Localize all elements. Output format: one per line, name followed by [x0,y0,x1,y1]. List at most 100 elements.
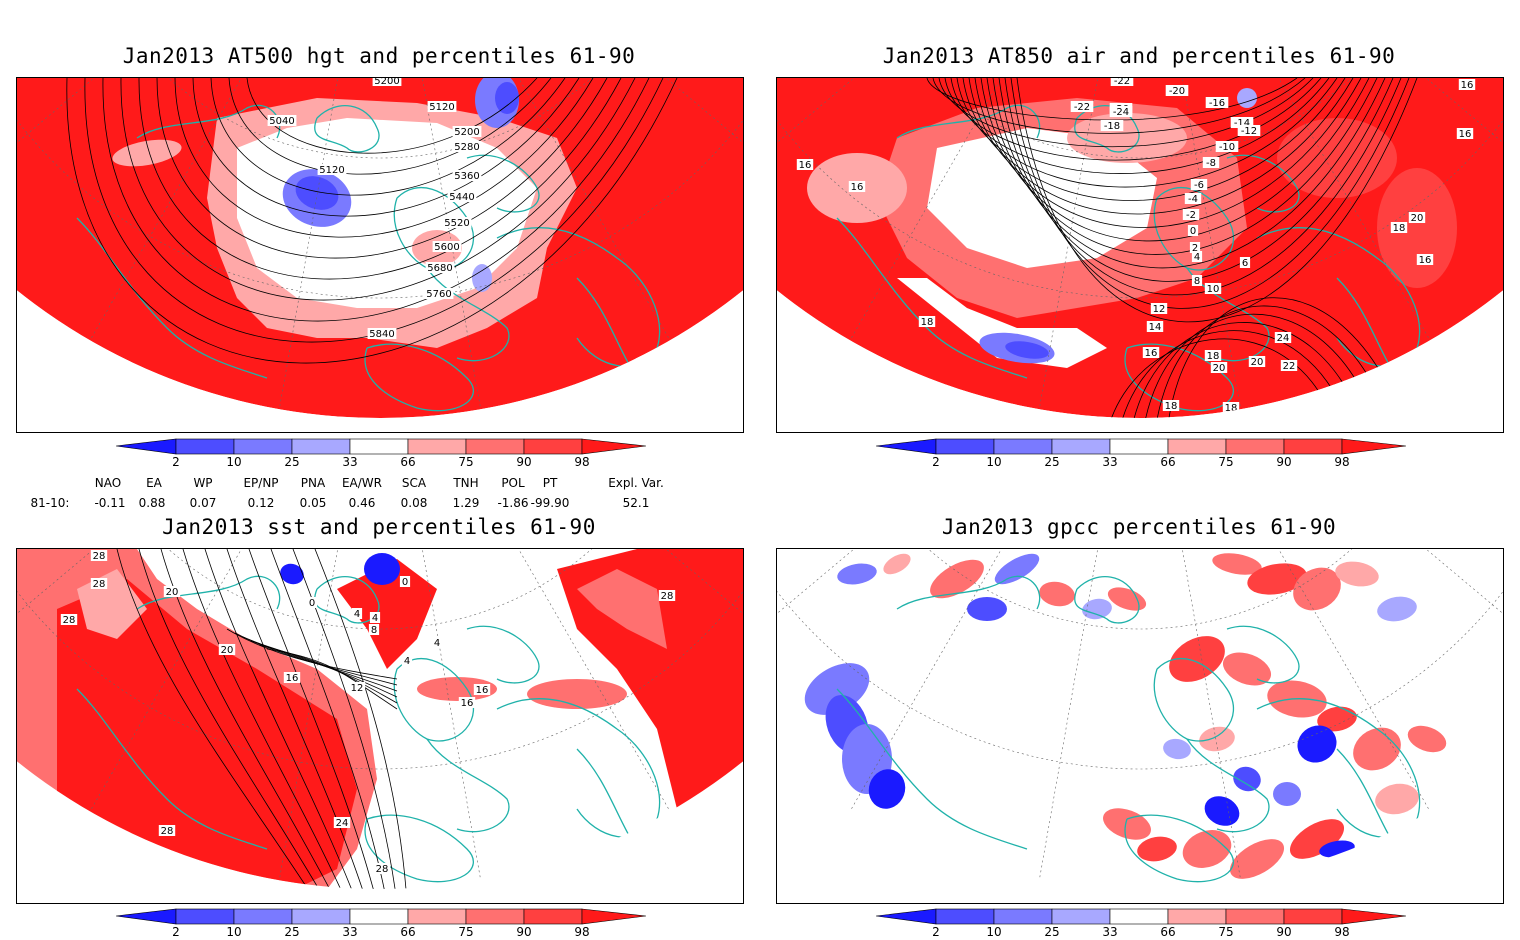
index-header: EP/NP [243,476,279,490]
index-value: 0.12 [247,496,275,510]
contour-label: -8 [1206,158,1216,169]
coastline [896,104,1041,139]
colorbar-tick-label: 2 [172,455,180,469]
percentile-shading [1229,839,1285,879]
contour-line [992,78,1386,269]
colorbar-seg [581,438,647,455]
contour-line [182,549,348,889]
contour-line [102,78,650,322]
colorbar-tick-label: 2 [932,925,940,939]
contour-label: 16 [799,160,812,171]
contour-label: 18 [921,317,934,328]
contour-label: -2 [1186,210,1196,221]
contour-label: -4 [1188,194,1198,205]
contour-line [1106,338,1338,418]
contour-label: 18 [1207,351,1220,362]
percentile-shading [1082,598,1112,620]
index-header: WP [193,476,213,490]
colorbar-seg [1225,438,1285,455]
index-value: 0.07 [189,496,217,510]
longitude-gridline [278,78,381,410]
index-header: EA/WR [341,476,383,490]
colorbar-tick-label: 10 [226,925,242,939]
contour-line [204,549,358,889]
colorbar-seg [349,908,409,925]
colorbar-tick-label: 98 [1334,455,1350,469]
panel-title-bl: Jan2013 sst and percentiles 61-90 [162,515,596,539]
contour-line [250,640,398,698]
percentile-shading [364,553,400,585]
percentile-shading [868,769,906,809]
percentile-shading [557,549,743,849]
longitude-gridline [89,78,381,341]
percentile-shading [1377,168,1457,288]
colorbar-seg [523,908,583,925]
colorbar-seg [1283,908,1343,925]
percentile-shading [1233,766,1261,792]
percentile-shading [883,553,911,575]
contour-label: 24 [336,818,349,829]
index-header: EA [146,476,162,490]
index-value: -0.11 [94,496,126,510]
contour-label: 8 [1194,276,1200,287]
contour-label: 5120 [429,102,454,113]
percentile-shading [577,569,667,649]
colorbar-tick-label: 90 [516,925,532,939]
contour-line [938,78,1314,148]
coastline [426,738,510,833]
colorbar-seg [1167,438,1227,455]
colorbar-seg [993,908,1053,925]
contour-label: 0 [1190,226,1196,237]
colorbar-strip [115,438,647,455]
percentile-shading [1377,596,1417,622]
colorbar-seg [1109,438,1169,455]
contour-label: 4 [354,609,360,620]
colorbar-seg [407,908,467,925]
coastline [364,814,474,883]
percentile-shading [1273,782,1301,806]
coastline [76,688,268,850]
colorbar-seg [465,438,525,455]
contour-label: 5200 [454,127,479,138]
colorbar-seg [935,908,995,925]
contour-label: 10 [1207,284,1220,295]
map-panel-hgt500: 5200 5120 5200 5280 5360 5440 5520 5600 5680 5760… [16,77,744,433]
index-header: POL [501,476,525,490]
index-value: 0.88 [138,496,166,510]
contour-line [116,549,318,889]
percentile-shading [527,679,627,709]
colorbar-seg [1167,908,1227,925]
colorbar-seg [1051,908,1111,925]
contour-line [270,549,388,889]
colorbar-seg [233,438,293,455]
contour-label: 20 [166,587,179,598]
colorbar-tick-label: 2 [172,925,180,939]
colorbar-tick-label: 66 [400,455,416,469]
contour-label: 5680 [427,263,452,274]
contour-line [258,644,398,704]
contour-label: 5440 [449,192,474,203]
index-value: 1.29 [452,496,480,510]
contour-line [1010,78,1410,309]
coastline [364,343,474,412]
contour-label: 16 [461,698,474,709]
index-header: NAO [94,476,122,490]
percentile-shading [1289,819,1345,859]
contour-label: 2 [1192,243,1198,254]
contour-label: 5120 [319,165,344,176]
percentile-shading [1107,587,1147,611]
indices-values-row: 81-10: -0.11 0.88 0.07 0.12 0.05 0.46 0.08 1.29… [0,496,700,512]
contour-line [944,78,1322,161]
percentile-shading [1237,88,1257,108]
percentile-shading [994,553,1040,585]
contour-label: 20 [1411,213,1424,224]
percentile-shading [295,176,339,210]
colorbar-tick-label: 33 [1102,925,1118,939]
contour-line [1130,322,1366,418]
colorbar-tick-label: 33 [1102,455,1118,469]
contour-label: -22 [1114,78,1130,87]
contour-label: -6 [1194,180,1204,191]
contour-label: 14 [1149,322,1162,333]
contour-label: 18 [1165,401,1178,412]
contour-line [926,78,1298,121]
